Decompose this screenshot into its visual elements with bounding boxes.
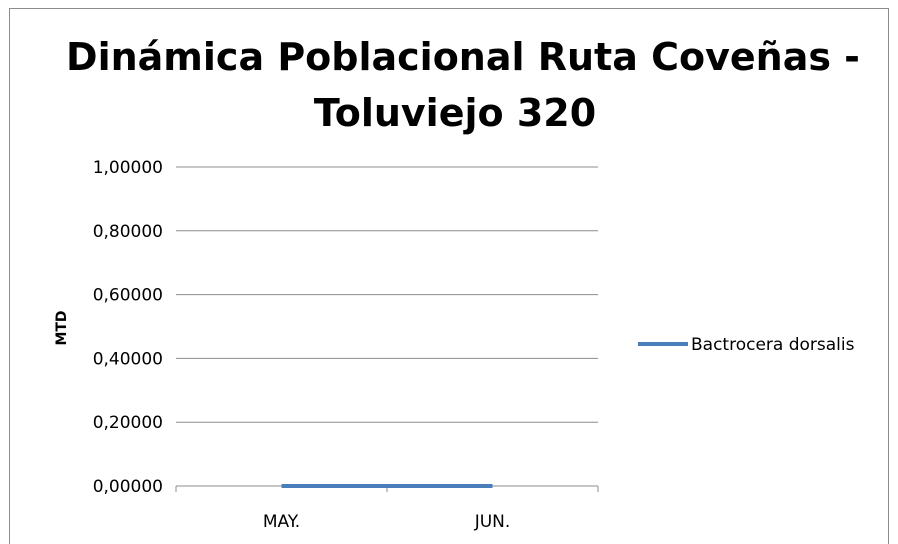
chart-title-line-1: Dinámica Poblacional Ruta Coveñas -: [66, 35, 860, 79]
x-tick-label: JUN.: [474, 512, 511, 532]
y-tick-label: 0,20000: [93, 413, 163, 433]
y-tick-label: 0,00000: [93, 477, 163, 497]
legend: Bactrocera dorsalis: [638, 335, 855, 355]
y-tick-label: 0,80000: [93, 222, 163, 242]
y-tick-label: 1,00000: [93, 158, 163, 178]
chart-title-line-2: Toluviejo 320: [314, 91, 596, 135]
x-tick-labels: MAY. JUN.: [263, 512, 510, 532]
x-tick-label: MAY.: [263, 512, 300, 532]
legend-label: Bactrocera dorsalis: [691, 335, 855, 355]
y-tick-labels: 0,00000 0,20000 0,40000 0,60000 0,80000 1,000…: [93, 158, 163, 497]
gridlines: [176, 166, 598, 423]
y-tick-label: 0,40000: [93, 349, 163, 369]
y-axis-label: MTD: [54, 310, 70, 345]
y-tick-label: 0,60000: [93, 286, 163, 306]
chart-frame: [9, 8, 889, 544]
